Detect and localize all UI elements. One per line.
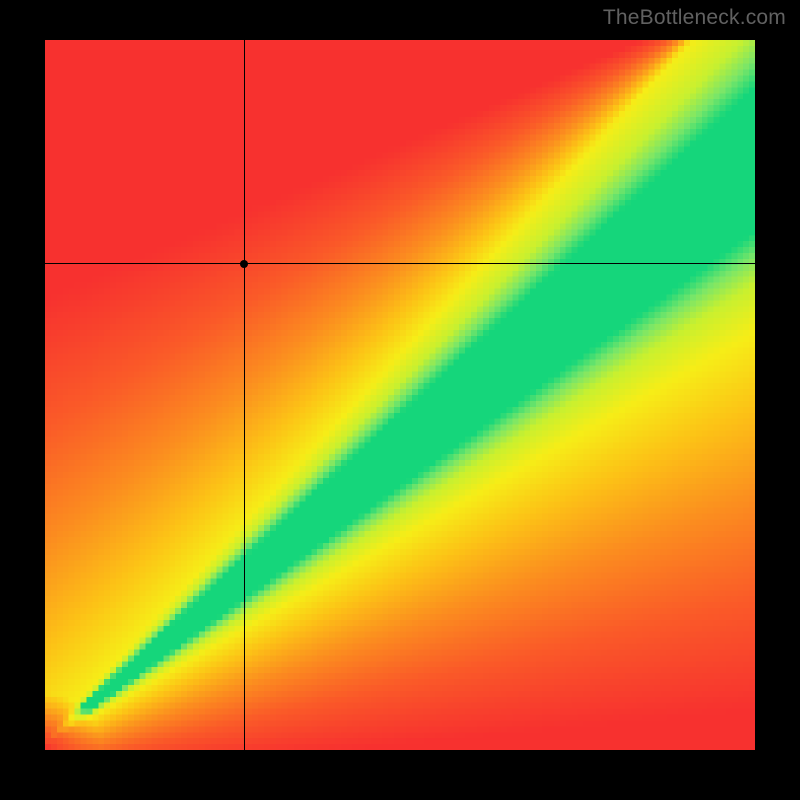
watermark-text: TheBottleneck.com: [603, 6, 786, 30]
marker-dot: [240, 260, 248, 268]
crosshair-horizontal: [45, 263, 755, 264]
heatmap-canvas: [45, 40, 755, 750]
plot-area: [45, 40, 755, 750]
crosshair-vertical: [244, 40, 245, 750]
